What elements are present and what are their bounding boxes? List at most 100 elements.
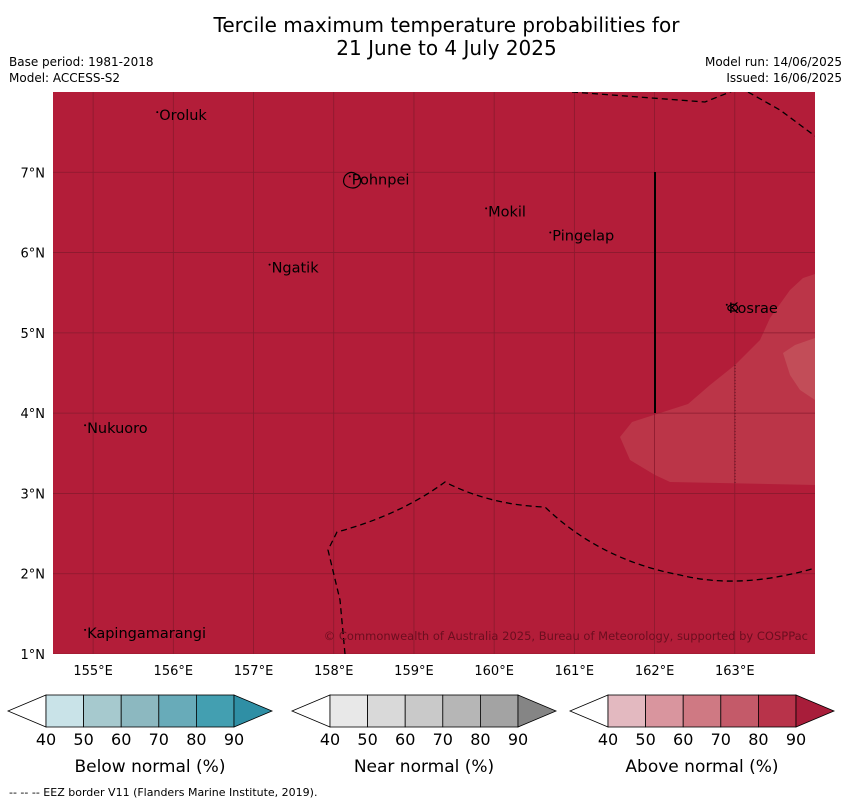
lighter-probability-region	[620, 274, 815, 485]
place-marker	[485, 207, 488, 210]
colorbar-tick-label: 90	[508, 730, 528, 749]
colorbar-segment	[607, 694, 646, 728]
colorbar-segment	[682, 694, 722, 728]
lon-tick-label: 160°E	[474, 664, 514, 679]
place-label: Oroluk	[159, 108, 207, 124]
colorbar-segment	[404, 694, 444, 728]
place-marker	[348, 175, 351, 178]
colorbar-segment	[158, 694, 197, 728]
colorbar-segment	[367, 694, 406, 728]
lon-tick-label: 159°E	[394, 664, 434, 679]
place-label: Pingelap	[552, 229, 614, 245]
place-label: Mokil	[488, 204, 526, 220]
place-marker	[84, 628, 87, 631]
lon-tick-label: 157°E	[234, 664, 274, 679]
colorbar-tick-label: 40	[36, 730, 56, 749]
colorbar-tick-label: 50	[635, 730, 655, 749]
colorbar-tick-label: 60	[111, 730, 131, 749]
colorbar-low-extend	[568, 694, 609, 728]
place-label: Kapingamarangi	[87, 626, 206, 642]
colorbar-2: 40 50 60 70 80 90 Near normal (%)	[290, 694, 558, 777]
colorbar-tick-label: 80	[748, 730, 768, 749]
place-marker	[156, 111, 159, 114]
colorbar-segment	[442, 694, 481, 728]
place-label: Kosrae	[729, 301, 778, 317]
eez-footnote: -- -- -- EEZ border V11 (Flanders Marine…	[9, 786, 318, 799]
meta-right: Model run: 14/06/2025 Issued: 16/06/2025	[705, 54, 842, 86]
colorbar-segment	[120, 694, 160, 728]
lat-tick-label: 6°N	[21, 247, 46, 262]
colorbar-tick-label: 80	[470, 730, 490, 749]
map-background	[53, 92, 815, 654]
base-period: Base period: 1981-2018	[9, 55, 154, 69]
colorbar-segment	[329, 694, 368, 728]
colorbar-tick-label: 80	[186, 730, 206, 749]
place-marker	[268, 263, 271, 266]
colorbar-segment	[479, 694, 519, 728]
colorbar-high-extend	[795, 694, 836, 728]
lightest-probability-region	[783, 338, 815, 400]
lon-tick-label: 163°E	[715, 664, 755, 679]
place-label: Ngatik	[272, 261, 320, 277]
colorbar-high-extend	[233, 694, 274, 728]
place-marker	[84, 424, 87, 427]
lat-tick-label: 3°N	[21, 487, 46, 502]
colorbar-tick-label: 90	[224, 730, 244, 749]
place-marker	[725, 303, 728, 306]
lat-tick-label: 1°N	[21, 648, 46, 663]
colorbar-segment	[645, 694, 684, 728]
colorbar-tick-label: 70	[149, 730, 169, 749]
lon-tick-label: 156°E	[154, 664, 194, 679]
lon-tick-label: 158°E	[314, 664, 354, 679]
colorbar-tick-label: 70	[433, 730, 453, 749]
place-labels: Oroluk Pohnpei Mokil Pingelap Ngatik Kosrae Nu…	[84, 108, 778, 642]
colorbar-low-extend	[6, 694, 47, 728]
lat-tick-label: 2°N	[21, 568, 46, 583]
colorbar-segment	[83, 694, 122, 728]
place-label: Nukuoro	[87, 421, 148, 437]
issued-date: Issued: 16/06/2025	[726, 71, 842, 85]
longitude-ticks: 155°E 156°E 157°E 158°E 159°E 160°E 161°E 162°E…	[73, 664, 754, 679]
colorbar-tick-label: 60	[395, 730, 415, 749]
colorbar-tick-label: 70	[711, 730, 731, 749]
lat-tick-label: 7°N	[21, 166, 46, 181]
colorbar-tick-label: 50	[357, 730, 377, 749]
lat-tick-label: 5°N	[21, 327, 46, 342]
colorbar-segment	[45, 694, 84, 728]
lon-tick-label: 162°E	[635, 664, 675, 679]
colorbar-tick-label: 90	[786, 730, 806, 749]
model-run: Model run: 14/06/2025	[704, 55, 842, 69]
colorbar-tick-label: 60	[673, 730, 693, 749]
place-label: Pohnpei	[352, 172, 410, 188]
graticule	[53, 92, 815, 654]
lat-tick-label: 4°N	[21, 407, 46, 422]
place-marker	[549, 231, 552, 234]
latitude-ticks: 1°N 2°N 3°N 4°N 5°N 6°N 7°N	[21, 166, 46, 663]
model-name: Model: ACCESS-S2	[9, 71, 121, 85]
map-figure: Oroluk Pohnpei Mokil Pingelap Ngatik Kosrae Nu…	[6, 92, 836, 777]
eez-border-north	[571, 92, 732, 103]
colorbar-label: Above normal (%)	[625, 757, 778, 777]
map-plot-area: Oroluk Pohnpei Mokil Pingelap Ngatik Kosrae Nu…	[21, 92, 815, 679]
colorbar-low-extend	[290, 694, 331, 728]
title-line-2: 21 June to 4 July 2025	[336, 36, 557, 60]
colorbar-tick-label: 50	[73, 730, 93, 749]
colorbar-tick-label: 40	[320, 730, 340, 749]
pohnpei-island-outline	[342, 171, 362, 189]
map-title: Tercile maximum temperature probabilitie…	[0, 14, 850, 60]
lon-tick-label: 161°E	[555, 664, 595, 679]
kosrae-island-outline	[727, 303, 739, 312]
title-line-1: Tercile maximum temperature probabilitie…	[213, 13, 680, 37]
lon-tick-label: 155°E	[73, 664, 113, 679]
colorbar-label: Below normal (%)	[75, 757, 226, 777]
eez-border-northeast	[747, 92, 815, 137]
colorbar-segment	[758, 694, 797, 728]
copyright-text: © Commonwealth of Australia 2025, Bureau…	[324, 629, 808, 643]
colorbar-high-extend	[517, 694, 558, 728]
meta-left: Base period: 1981-2018 Model: ACCESS-S2	[9, 54, 154, 86]
colorbar-segment	[720, 694, 759, 728]
colorbar-segment	[195, 694, 235, 728]
colorbar-3: 40 50 60 70 80 90 Above normal (%)	[568, 694, 836, 777]
colorbar-tick-label: 40	[598, 730, 618, 749]
colorbar-label: Near normal (%)	[354, 757, 494, 777]
